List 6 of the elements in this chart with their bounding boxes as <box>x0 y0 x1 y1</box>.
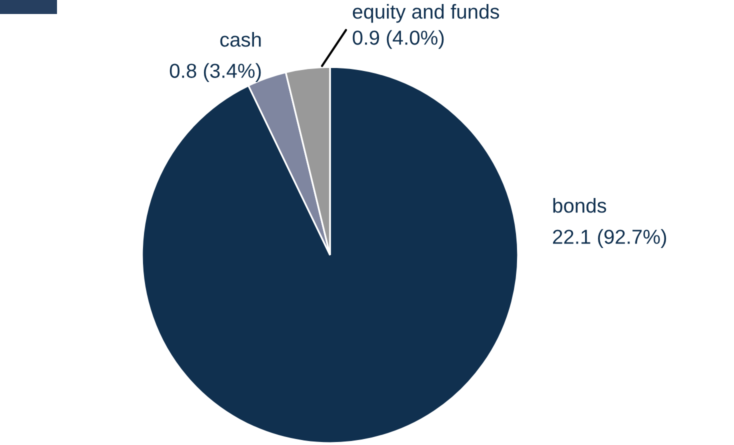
data-label: 0.8 (3.4%) <box>170 63 261 82</box>
slice-label: equity and funds <box>352 4 500 23</box>
data-label: 22.1 (92.7%) <box>553 229 666 248</box>
data-label: 0.9 (4.0%) <box>352 30 444 49</box>
slice-label: bonds <box>553 198 606 213</box>
slice-label: cash <box>220 32 261 47</box>
